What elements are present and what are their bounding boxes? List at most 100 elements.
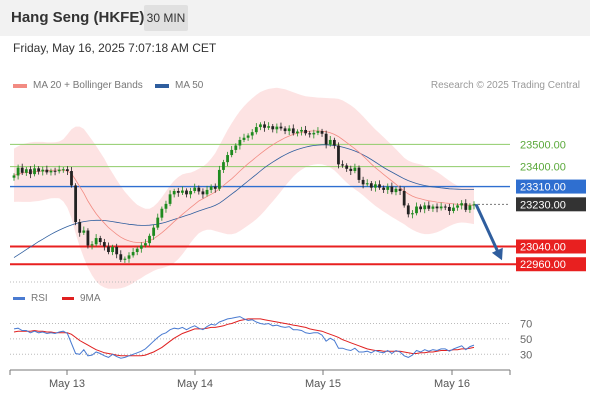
- candle-body: [250, 132, 254, 136]
- candle-body: [115, 246, 119, 255]
- candle-body: [123, 258, 127, 260]
- candle-body: [24, 169, 28, 173]
- level-tag-5: [516, 257, 586, 272]
- x-axis-tick-label: May 16: [434, 378, 470, 390]
- legend-ma50: MA 50: [155, 80, 203, 91]
- candle-body: [238, 139, 242, 146]
- candle-body: [259, 124, 262, 128]
- candle-body: [20, 167, 24, 173]
- timestamp: Friday, May 16, 2025 7:07:18 AM CET: [13, 41, 217, 55]
- candle-body: [423, 205, 427, 210]
- candle-body: [312, 132, 316, 135]
- candle-body: [279, 126, 283, 129]
- candle-body: [53, 170, 57, 172]
- candle-body: [374, 184, 377, 188]
- candle-body: [267, 126, 271, 128]
- candle-body: [263, 124, 266, 128]
- forecast-arrowhead: [491, 247, 503, 261]
- legend-ma20-label: MA 20 + Bollinger Bands: [33, 80, 143, 91]
- candle-body: [74, 185, 78, 223]
- candle-body: [70, 171, 73, 186]
- candle-body: [217, 169, 221, 189]
- page-title: Hang Seng (HKFE): [11, 9, 145, 26]
- legend-rsi: RSI: [13, 293, 48, 304]
- candle-body: [328, 139, 332, 145]
- bollinger-band: [14, 87, 474, 289]
- level-tag-3: [516, 197, 586, 212]
- candle-body: [353, 167, 357, 172]
- candle-body: [144, 243, 147, 246]
- candle-body: [406, 205, 410, 215]
- candle-body: [160, 208, 164, 218]
- candle-body: [390, 186, 394, 193]
- candle-body: [189, 191, 193, 195]
- level-label-3: 23230.00: [520, 199, 566, 211]
- x-axis-tick-label: May 13: [49, 378, 85, 390]
- candle-body: [102, 242, 106, 247]
- candle-body: [234, 145, 238, 150]
- candle-body: [193, 187, 197, 191]
- candle-body: [456, 205, 459, 208]
- candle-body: [291, 128, 295, 134]
- candle-body: [275, 126, 279, 130]
- candle-body: [427, 205, 431, 209]
- candle-body: [287, 128, 291, 132]
- candle-body: [332, 139, 336, 146]
- candle-body: [45, 169, 49, 173]
- copyright: Research © 2025 Trading Central: [430, 80, 580, 91]
- rsi-tick-label: 50: [520, 334, 532, 346]
- candle-body: [164, 203, 168, 209]
- legend-rsi-label: RSI: [31, 293, 48, 304]
- candle-body: [152, 227, 156, 236]
- candle-body: [320, 131, 324, 134]
- candle-body: [57, 169, 61, 172]
- candle-body: [447, 206, 451, 211]
- rsi-line: [13, 316, 475, 359]
- candle-body: [16, 167, 20, 176]
- legend-rsi-swatch: [13, 297, 25, 300]
- candle-body: [349, 168, 353, 172]
- candle-body: [197, 187, 201, 192]
- candle-body: [378, 184, 381, 188]
- candle-body: [61, 169, 65, 171]
- candle-body: [98, 238, 102, 243]
- legend-rsi-ma-label: 9MA: [80, 293, 101, 304]
- candle-body: [185, 190, 188, 195]
- candle-body: [341, 164, 344, 166]
- forecast-arrow: [474, 203, 501, 255]
- legend-rsi-ma: 9MA: [62, 293, 101, 304]
- legend-ma20-swatch: [13, 83, 27, 88]
- ma20-line: [13, 130, 474, 243]
- candle-body: [386, 186, 390, 190]
- legend-ma50-swatch: [155, 83, 169, 88]
- candle-body: [156, 217, 160, 228]
- candle-body: [37, 168, 41, 172]
- candle-body: [205, 189, 209, 195]
- level-label-2: 23310.00: [520, 182, 566, 194]
- candle-body: [94, 238, 98, 245]
- candle-body: [230, 149, 234, 156]
- ma50-line: [13, 144, 474, 258]
- candle-body: [345, 165, 349, 169]
- candle-body: [316, 131, 320, 133]
- timeframe-button[interactable]: 30 MIN: [144, 5, 188, 31]
- candle-body: [472, 204, 476, 206]
- candle-body: [337, 145, 340, 165]
- candles-group: [12, 121, 476, 263]
- candle-body: [271, 126, 275, 130]
- x-axis-tick-label: May 14: [177, 378, 213, 390]
- candle-body: [435, 206, 439, 209]
- candle-body: [148, 235, 151, 244]
- candle-body: [394, 188, 398, 193]
- rsi-tick-label: 70: [520, 319, 532, 331]
- candle-body: [41, 169, 45, 172]
- candle-body: [464, 203, 468, 210]
- candle-body: [213, 186, 217, 189]
- candle-body: [324, 133, 328, 145]
- candle-body: [180, 190, 184, 193]
- candle-body: [12, 175, 16, 178]
- level-label-1: 23400.00: [520, 162, 566, 174]
- candle-body: [33, 168, 36, 175]
- candle-body: [65, 169, 69, 172]
- candle-body: [242, 137, 246, 140]
